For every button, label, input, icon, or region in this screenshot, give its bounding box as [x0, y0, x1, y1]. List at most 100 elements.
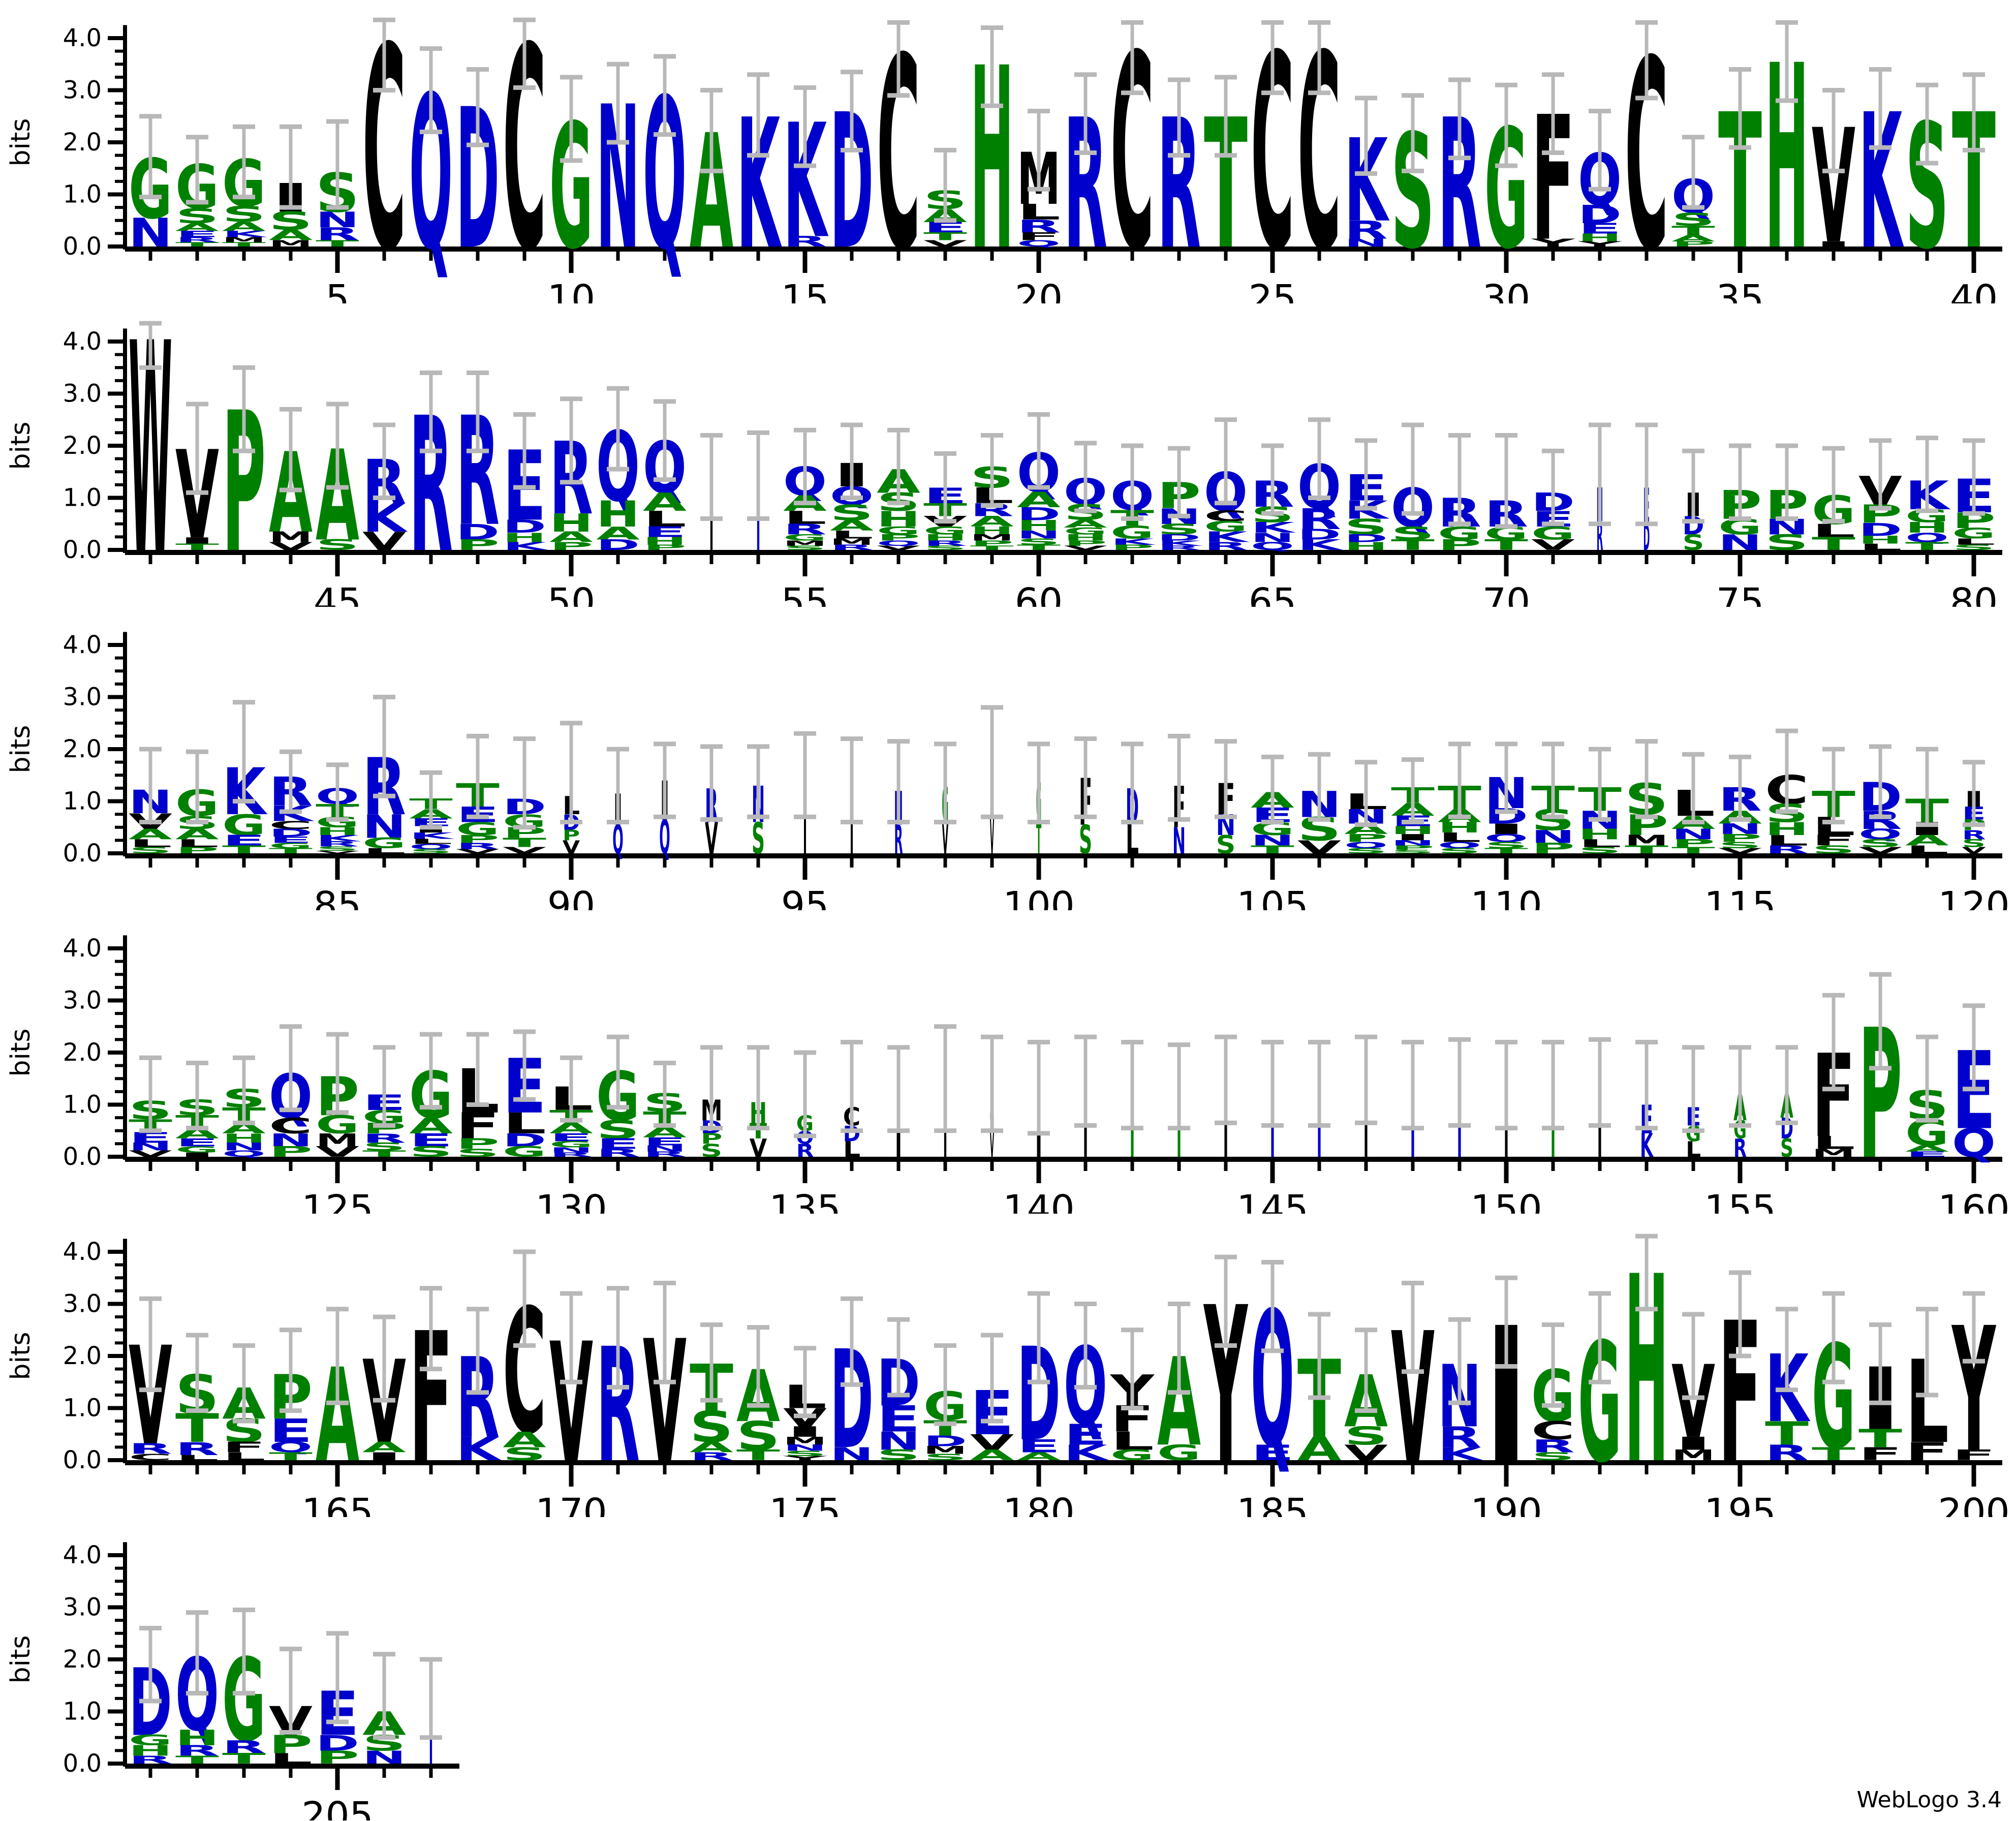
- logo-letter-P: P: [175, 845, 219, 855]
- logo-letter-R: R: [549, 1152, 593, 1158]
- x-tick-label: 65: [1249, 580, 1296, 607]
- logo-letter-I: I: [175, 536, 219, 546]
- error-bar: [420, 770, 442, 830]
- error-bar: [420, 1657, 442, 1740]
- error-bar: [1916, 436, 1938, 513]
- x-tick-label: 25: [1249, 277, 1296, 303]
- x-tick-label: 120: [1938, 884, 2009, 910]
- logo-letter-S: S: [1344, 1422, 1388, 1450]
- logo-letter-K: K: [409, 831, 455, 841]
- x-tick-label: 140: [1003, 1187, 1074, 1214]
- error-bar: [1448, 433, 1471, 527]
- error-bar: [1916, 1034, 1938, 1123]
- error-bar: [1963, 760, 1985, 827]
- logo-letter-A: A: [830, 517, 874, 534]
- logo-letter-N: N: [1251, 832, 1294, 849]
- logo-letter-T: T: [1858, 1424, 1902, 1453]
- error-bar: [841, 422, 863, 500]
- logo-letter-S: S: [1765, 531, 1809, 555]
- logo-letter-Q: Q: [612, 817, 624, 863]
- logo-row-6: 0.01.02.03.04.0bits205DGHRQHRTGRTVPLEDPA…: [6, 1541, 459, 1820]
- logo-letter-S: S: [129, 845, 172, 855]
- error-bar: [887, 427, 910, 506]
- logo-stack-pos-180: DEA: [1017, 1321, 1061, 1470]
- error-bar: [560, 75, 582, 163]
- logo-letter-N: N: [1172, 821, 1186, 862]
- logo-letter-T: T: [1905, 540, 1949, 552]
- error-bar: [1074, 72, 1097, 155]
- logo-letter-K: K: [222, 229, 268, 239]
- watermark-text: WebLogo 3.4: [1856, 1787, 2002, 1813]
- logo-letter-H: H: [1064, 533, 1107, 543]
- logo-stack-pos-57: ASHGPQV: [877, 462, 920, 551]
- logo-letter-N: N: [549, 1146, 593, 1154]
- error-bar: [1589, 1291, 1611, 1384]
- logo-stack-pos-103: FN: [1172, 775, 1186, 862]
- logo-letter-P: P: [1344, 832, 1388, 844]
- logo-letter-K: K: [1064, 1441, 1109, 1466]
- logo-letter-P: P: [456, 1136, 500, 1153]
- logo-stack-pos-187: ASV: [1344, 1360, 1388, 1465]
- logo-letter-G: G: [503, 1144, 546, 1160]
- logo-letter-R: R: [1765, 1441, 1809, 1466]
- logo-letter-T: T: [503, 835, 546, 850]
- logo-letter-S: S: [877, 1447, 920, 1464]
- logo-letter-R: R: [175, 236, 219, 244]
- x-tick-label: 60: [1015, 580, 1063, 607]
- logo-letter-M: M: [222, 236, 266, 244]
- error-bar: [1308, 1312, 1330, 1400]
- logo-letter-H: H: [1905, 520, 1949, 537]
- logo-letter-S: S: [1079, 817, 1092, 863]
- logo-letter-L: L: [1812, 1132, 1855, 1153]
- error-bar: [513, 1029, 536, 1102]
- error-bar: [326, 1032, 349, 1115]
- logo-letter-R: R: [1297, 503, 1341, 536]
- logo-stack-pos-204: VPL: [269, 1699, 313, 1767]
- logo-letter-T: T: [175, 1406, 219, 1452]
- logo-letter-S: S: [1531, 1450, 1575, 1463]
- logo-letter-V: V: [1297, 837, 1341, 857]
- x-tick-label: 110: [1470, 884, 1542, 910]
- logo-letter-P: P: [701, 1131, 723, 1148]
- logo-letter-Q: Q: [1484, 832, 1528, 844]
- logo-letter-F: F: [1812, 832, 1855, 849]
- logo-letter-G: G: [316, 1110, 359, 1139]
- logo-letter-H: H: [1017, 517, 1061, 534]
- logo-letter-H: H: [175, 1726, 219, 1751]
- logo-letter-R: R: [129, 1441, 172, 1457]
- error-bar: [1261, 1260, 1284, 1353]
- error-bar: [1963, 438, 1985, 516]
- logo-stack-pos-90: LDPV: [563, 791, 580, 858]
- logo-letter-G: G: [269, 842, 313, 850]
- logo-letter-T: T: [1484, 847, 1529, 855]
- error-bar: [607, 747, 629, 824]
- x-tick-label: 5: [325, 277, 349, 303]
- error-bar: [1074, 1302, 1097, 1390]
- y-tick-label: 1.0: [63, 180, 102, 209]
- logo-letter-P: P: [1110, 543, 1154, 551]
- logo-letter-V: V: [316, 850, 359, 854]
- logo-letter-D: D: [316, 1731, 359, 1756]
- logo-letter-R: R: [316, 224, 359, 244]
- y-tick-label: 1.0: [63, 484, 102, 512]
- logo-letter-H: H: [1858, 534, 1902, 546]
- error-bar: [1448, 1037, 1471, 1128]
- logo-letter-K: K: [1204, 529, 1250, 545]
- logo-letter-K: K: [456, 1430, 502, 1468]
- logo-letter-S: S: [1671, 209, 1715, 230]
- logo-letter-I: I: [175, 1152, 219, 1158]
- error-bar: [934, 1024, 956, 1133]
- x-axis: 125 130 135 140 145 150 155 160: [125, 1157, 2010, 1214]
- logo-letter-D: D: [269, 827, 313, 839]
- logo-letter-P: P: [970, 539, 1014, 547]
- logo-letter-M: M: [316, 1130, 359, 1151]
- logo-letter-G: G: [549, 1139, 593, 1150]
- error-bar: [654, 54, 676, 137]
- logo-letter-G: [1177, 1125, 1181, 1157]
- logo-letter-A: A: [1905, 1144, 1949, 1154]
- logo-letter-L: L: [830, 529, 874, 541]
- logo-letter-L: L: [1686, 1137, 1701, 1162]
- logo-letter-T: T: [1017, 543, 1061, 551]
